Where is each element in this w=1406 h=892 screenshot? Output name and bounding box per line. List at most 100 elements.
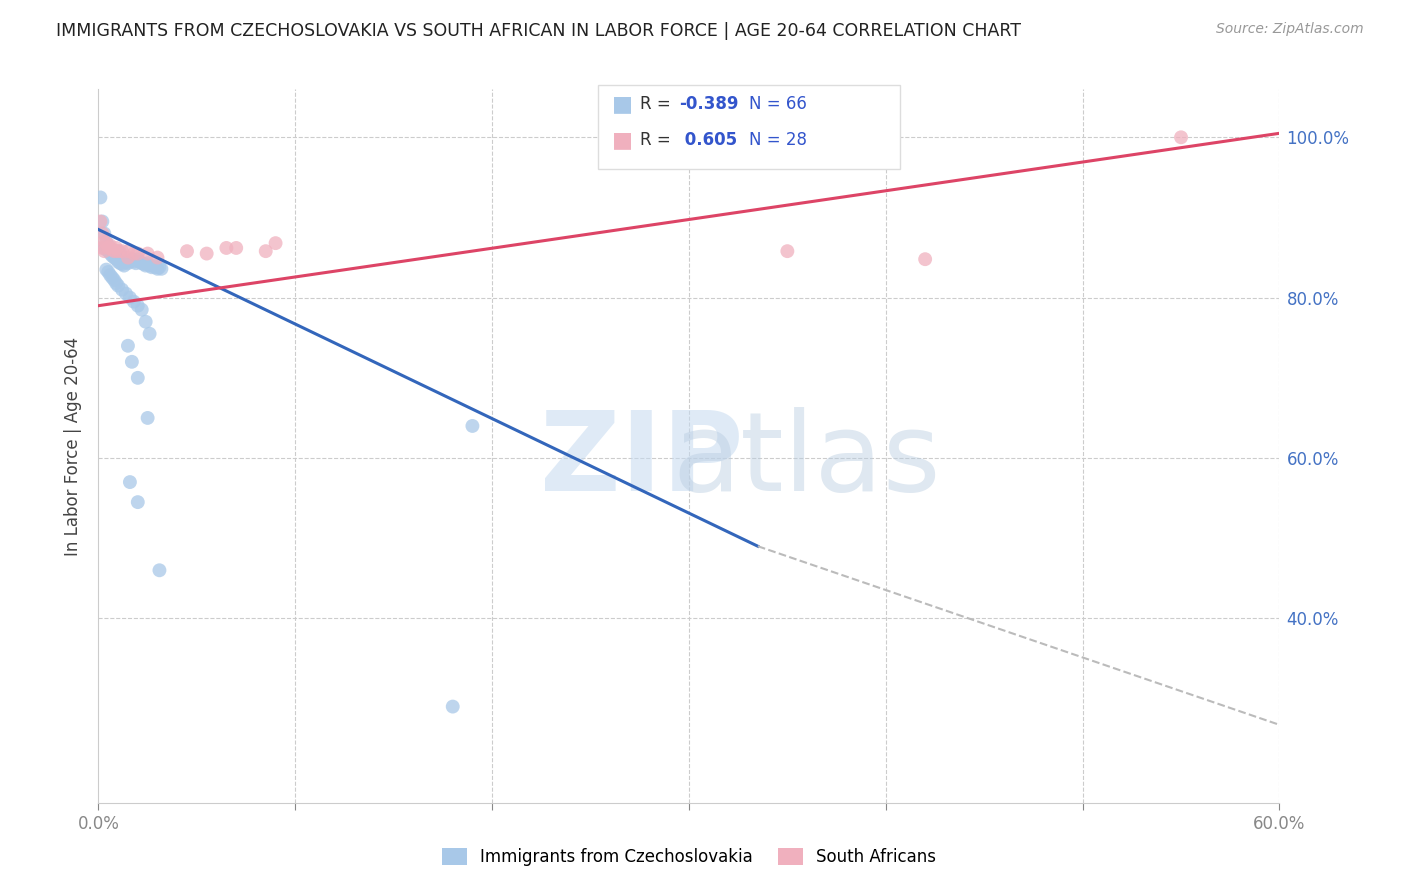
- Point: [115, 254, 138, 268]
- Point: [146, 261, 169, 276]
- Point: [131, 256, 153, 270]
- Point: [225, 241, 247, 255]
- Point: [461, 419, 484, 434]
- Point: [122, 294, 145, 309]
- Point: [96, 243, 118, 257]
- Point: [117, 251, 139, 265]
- Point: [111, 257, 134, 271]
- Point: [136, 411, 159, 425]
- Point: [125, 256, 148, 270]
- Point: [118, 291, 141, 305]
- Point: [135, 315, 157, 329]
- Text: atlas: atlas: [673, 407, 941, 514]
- Point: [127, 371, 149, 385]
- Point: [108, 256, 131, 270]
- Point: [117, 256, 139, 270]
- Point: [148, 260, 170, 275]
- Point: [122, 254, 145, 268]
- Point: [93, 227, 115, 241]
- Point: [89, 190, 111, 204]
- Point: [195, 246, 218, 260]
- Point: [103, 273, 125, 287]
- Point: [914, 252, 936, 267]
- Point: [93, 235, 115, 249]
- Point: [111, 283, 134, 297]
- Point: [1170, 130, 1192, 145]
- Point: [776, 244, 799, 259]
- Point: [103, 251, 125, 265]
- Text: Source: ZipAtlas.com: Source: ZipAtlas.com: [1216, 22, 1364, 37]
- Point: [215, 241, 238, 255]
- Point: [122, 246, 145, 260]
- Point: [135, 259, 157, 273]
- Point: [136, 256, 159, 270]
- Y-axis label: In Labor Force | Age 20-64: In Labor Force | Age 20-64: [65, 336, 83, 556]
- Point: [105, 241, 128, 255]
- Point: [98, 243, 121, 257]
- Text: N = 66: N = 66: [749, 95, 807, 113]
- Point: [93, 241, 115, 255]
- Point: [121, 355, 143, 369]
- Point: [103, 244, 125, 259]
- Point: [176, 244, 198, 259]
- Point: [127, 246, 149, 260]
- Point: [91, 227, 114, 241]
- Point: [107, 278, 129, 293]
- Point: [112, 253, 135, 268]
- Point: [264, 236, 287, 251]
- Point: [101, 249, 124, 263]
- Text: N = 28: N = 28: [749, 131, 807, 149]
- Point: [103, 246, 125, 260]
- Text: R =: R =: [640, 131, 676, 149]
- Point: [127, 252, 149, 267]
- Point: [97, 244, 120, 259]
- Text: 0.605: 0.605: [679, 131, 737, 149]
- Point: [254, 244, 277, 259]
- Point: [107, 244, 129, 259]
- Point: [89, 214, 111, 228]
- Point: [115, 286, 138, 301]
- Point: [117, 244, 139, 259]
- Point: [136, 246, 159, 260]
- Point: [127, 495, 149, 509]
- Point: [132, 257, 155, 271]
- Point: [97, 238, 120, 252]
- Legend: Immigrants from Czechoslovakia, South Africans: Immigrants from Czechoslovakia, South Af…: [434, 841, 943, 873]
- Point: [128, 254, 150, 268]
- Point: [107, 244, 129, 259]
- Point: [93, 244, 115, 259]
- Text: -0.389: -0.389: [679, 95, 738, 113]
- Point: [138, 326, 160, 341]
- Point: [118, 254, 141, 268]
- Text: ■: ■: [612, 95, 633, 114]
- Point: [105, 248, 128, 262]
- Point: [121, 252, 143, 267]
- Point: [98, 246, 121, 260]
- Point: [117, 339, 139, 353]
- Point: [108, 245, 131, 260]
- Point: [127, 299, 149, 313]
- Text: ZIP: ZIP: [540, 407, 744, 514]
- Point: [91, 241, 114, 255]
- Point: [98, 268, 121, 283]
- Point: [141, 260, 163, 275]
- Point: [118, 475, 141, 489]
- Point: [145, 260, 167, 275]
- Point: [111, 244, 134, 259]
- Point: [96, 236, 118, 251]
- Point: [101, 270, 124, 285]
- Point: [97, 241, 120, 255]
- Point: [97, 265, 120, 279]
- Text: ■: ■: [612, 130, 633, 150]
- Point: [105, 252, 128, 267]
- Point: [96, 235, 118, 249]
- Point: [142, 259, 165, 273]
- Text: IMMIGRANTS FROM CZECHOSLOVAKIA VS SOUTH AFRICAN IN LABOR FORCE | AGE 20-64 CORRE: IMMIGRANTS FROM CZECHOSLOVAKIA VS SOUTH …: [56, 22, 1021, 40]
- Point: [105, 277, 128, 291]
- Point: [107, 254, 129, 268]
- Point: [91, 214, 114, 228]
- Point: [148, 563, 170, 577]
- Point: [101, 244, 124, 259]
- Point: [150, 261, 173, 276]
- Point: [138, 259, 160, 273]
